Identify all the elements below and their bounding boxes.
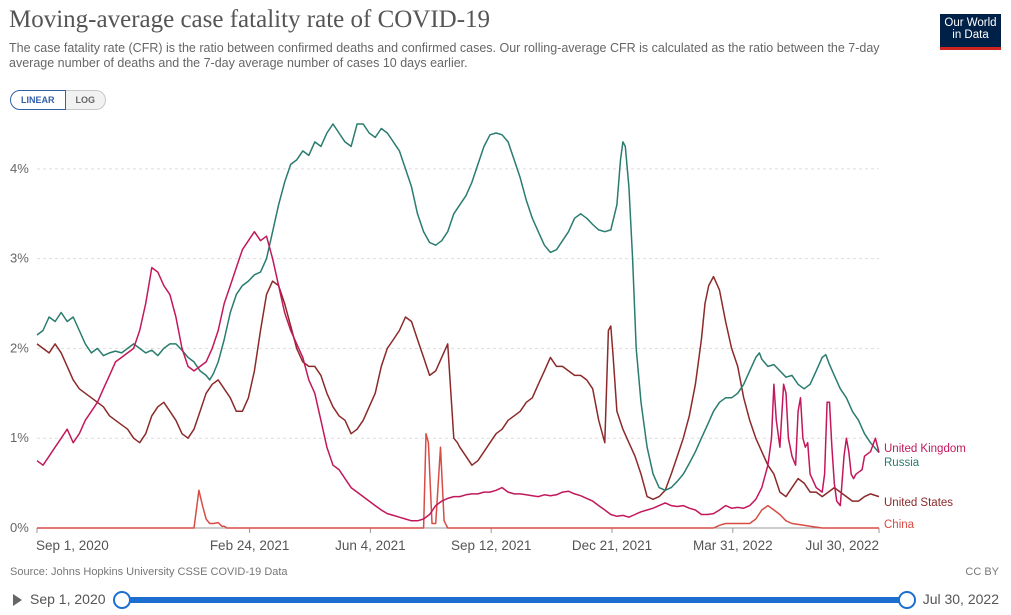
y-tick-label: 2% (10, 340, 29, 355)
y-tick-label: 4% (10, 161, 29, 176)
series-line-united-kingdom (36, 230, 880, 522)
logo-line-2: in Data (952, 29, 989, 41)
owid-logo[interactable]: Our World in Data (940, 14, 1001, 50)
y-tick-label: 3% (10, 251, 29, 266)
log-scale-button[interactable]: LOG (65, 90, 106, 110)
y-tick-label: 1% (10, 430, 29, 445)
x-tick-label: Mar 31, 2022 (693, 538, 773, 553)
timeline-start-label: Sep 1, 2020 (30, 591, 106, 607)
logo-line-1: Our World (944, 17, 997, 29)
x-tick-label: Dec 21, 2021 (572, 538, 652, 553)
source-note[interactable]: Source: Johns Hopkins University CSSE CO… (10, 566, 288, 578)
series-line-china (37, 432, 879, 529)
series-line-russia (36, 123, 880, 492)
scale-toggle: LINEAR LOG (10, 90, 106, 110)
y-tick-label: 0% (10, 520, 29, 535)
chart-subtitle: The case fatality rate (CFR) is the rati… (9, 41, 880, 70)
legend-label-russia: Russia (884, 457, 920, 469)
legend-label-united-states: United States (884, 497, 953, 509)
legend-label-china: China (884, 519, 915, 531)
legend-label-united-kingdom: United Kingdom (884, 443, 966, 455)
linear-scale-button[interactable]: LINEAR (10, 90, 66, 110)
timeline-start-handle[interactable] (113, 591, 131, 609)
x-tick-label: Jul 30, 2022 (805, 538, 879, 553)
x-tick-label: Sep 12, 2021 (451, 538, 531, 553)
chart-title: Moving-average case fatality rate of COV… (9, 6, 491, 33)
x-tick-label: Sep 1, 2020 (36, 538, 109, 553)
x-tick-label: Jun 4, 2021 (335, 538, 406, 553)
timeline-track[interactable] (121, 597, 906, 603)
play-icon[interactable] (13, 594, 22, 606)
timeline: Sep 1, 2020 Jul 30, 2022 (0, 588, 1011, 612)
license-link[interactable]: CC BY (965, 566, 999, 578)
line-chart: 0% 1% 2% 3% 4% Sep 1, 2020 Feb 24, 2021 Jun 4, … (10, 123, 966, 553)
x-tick-label: Feb 24, 2021 (210, 538, 290, 553)
series-line-united-states (36, 275, 880, 502)
timeline-end-handle[interactable] (898, 591, 916, 609)
timeline-end-label: Jul 30, 2022 (922, 591, 999, 607)
